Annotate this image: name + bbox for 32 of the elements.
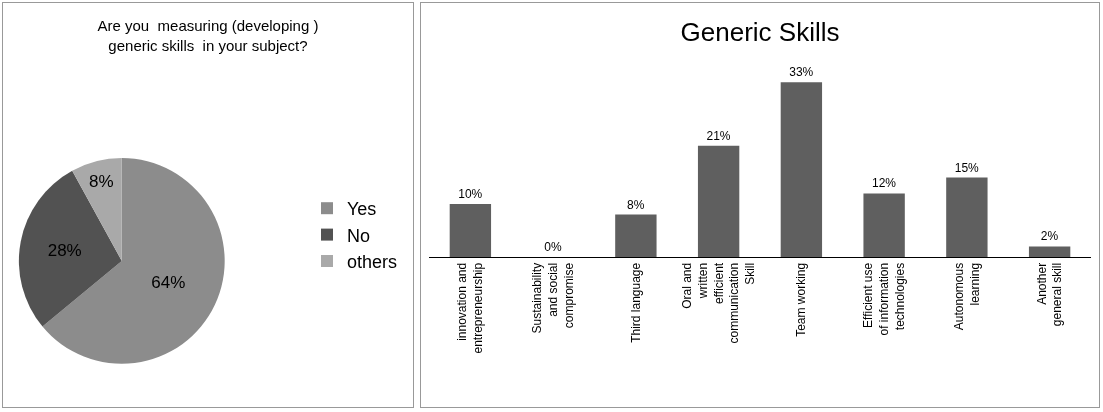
data-label: 2% xyxy=(1040,229,1059,244)
bar xyxy=(449,204,492,257)
x-tick-label: Third language xyxy=(628,262,643,343)
bar xyxy=(615,214,657,257)
x-tick-label: Oral and written efficient communication Skill xyxy=(680,262,757,344)
bar xyxy=(697,145,740,257)
pie-slice xyxy=(19,170,122,327)
legend-label: others xyxy=(347,252,398,273)
x-tick-label: Team working xyxy=(794,262,809,337)
data-label: 64% xyxy=(151,273,186,293)
legend-label: No xyxy=(347,225,371,246)
pie-slice xyxy=(42,158,225,364)
chart-title: Are you measuring (developing ) generic skills in your subject? xyxy=(97,17,319,54)
data-label: 8% xyxy=(89,171,114,191)
data-label: 28% xyxy=(47,240,82,260)
x-tick-label: innovation and entrepreneurship xyxy=(455,262,486,354)
x-tick-label: Efficient use of information technologies xyxy=(861,262,907,336)
bar xyxy=(863,193,905,257)
bar xyxy=(780,82,823,257)
data-label: 15% xyxy=(954,160,980,175)
data-label: 33% xyxy=(789,65,814,80)
data-label: 8% xyxy=(627,197,645,212)
legend-label: Yes xyxy=(347,199,377,220)
data-label: 12% xyxy=(871,176,897,191)
chart-title: Generic Skills xyxy=(680,17,840,48)
x-tick-label: Autonomous learning xyxy=(951,262,982,331)
bar xyxy=(946,177,988,257)
bar xyxy=(1028,246,1071,257)
data-label: 21% xyxy=(706,128,731,143)
x-tick-label: Another general skill xyxy=(1034,262,1065,327)
data-label: 10% xyxy=(458,187,483,202)
data-label: 0% xyxy=(544,240,562,254)
